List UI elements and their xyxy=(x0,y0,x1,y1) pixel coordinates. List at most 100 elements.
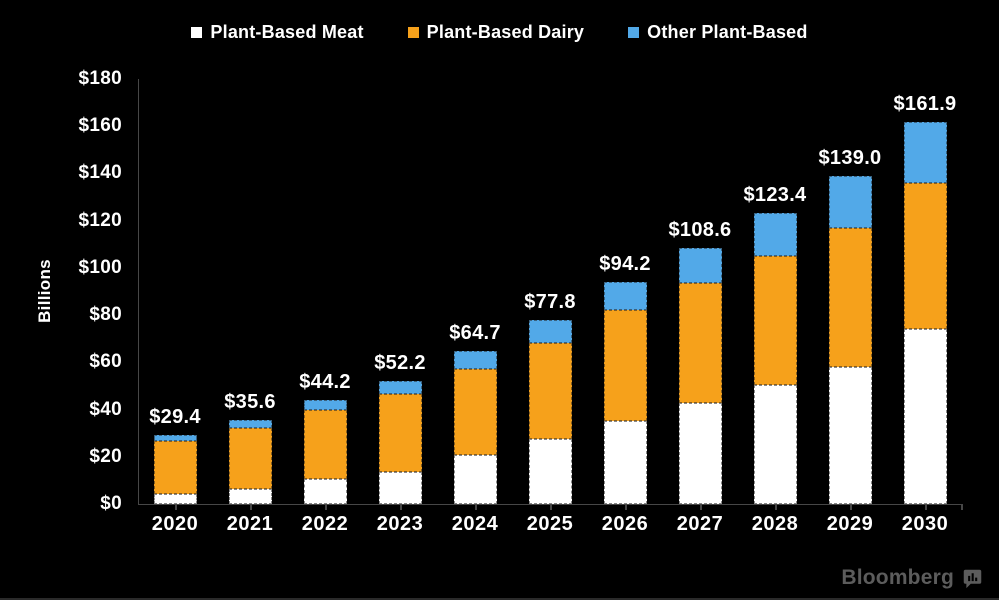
legend-label: Plant-Based Dairy xyxy=(426,22,585,42)
bar-segment-2026-plant-based-meat xyxy=(603,421,647,504)
bar-2022 xyxy=(303,399,347,504)
bar-segment-2029-plant-based-dairy xyxy=(828,228,872,367)
bar-total-label: $77.8 xyxy=(524,291,576,314)
x-axis-tick xyxy=(400,505,402,510)
x-axis-label-2022: 2022 xyxy=(301,513,349,535)
y-axis-line xyxy=(138,79,139,504)
bar-total-label: $44.2 xyxy=(299,370,351,393)
bar-segment-2021-other-plant-based xyxy=(228,419,272,429)
legend-swatch-meat-icon xyxy=(191,27,203,38)
bar-segment-2024-other-plant-based xyxy=(453,351,497,369)
bar-segment-2028-plant-based-dairy xyxy=(753,255,797,385)
x-axis-label-2021: 2021 xyxy=(226,513,274,535)
y-tick-label: $100 xyxy=(78,256,122,278)
bar-2021 xyxy=(228,419,272,504)
y-tick-label: $140 xyxy=(78,162,122,184)
bar-segment-2027-plant-based-meat xyxy=(678,403,722,504)
bar-segment-2023-other-plant-based xyxy=(378,380,422,394)
bar-2028 xyxy=(753,212,797,504)
x-axis-line xyxy=(138,504,963,505)
legend-label: Other Plant-Based xyxy=(647,22,808,42)
y-tick-label: $120 xyxy=(78,209,122,231)
bar-2027 xyxy=(678,247,722,504)
bloomberg-branding: Bloomberg xyxy=(841,566,983,590)
bar-segment-2023-plant-based-dairy xyxy=(378,393,422,473)
bar-segment-2028-other-plant-based xyxy=(753,212,797,256)
bar-total-label: $161.9 xyxy=(893,92,957,115)
x-axis-label-2024: 2024 xyxy=(451,513,499,535)
legend-swatch-dairy-icon xyxy=(407,27,419,38)
bloomberg-bug-icon xyxy=(963,569,982,588)
x-axis-tick xyxy=(475,505,477,510)
bar-segment-2024-plant-based-meat xyxy=(453,455,497,504)
bar-segment-2026-plant-based-dairy xyxy=(603,310,647,422)
bar-segment-2030-other-plant-based xyxy=(903,121,947,184)
bar-2023 xyxy=(378,380,422,504)
bar-2024 xyxy=(453,351,497,504)
y-tick-label: $20 xyxy=(89,445,122,467)
bar-segment-2027-other-plant-based xyxy=(678,247,722,284)
bar-2030 xyxy=(903,121,947,504)
bar-segment-2030-plant-based-meat xyxy=(903,329,947,504)
x-axis-label-2020: 2020 xyxy=(151,513,199,535)
y-tick-label: $80 xyxy=(89,304,122,326)
bar-segment-2021-plant-based-dairy xyxy=(228,428,272,490)
x-axis-label-2028: 2028 xyxy=(751,513,799,535)
bar-total-label: $108.6 xyxy=(668,218,732,241)
legend-swatch-other-icon xyxy=(628,27,640,38)
legend-item-plant-based-dairy: Plant-Based Dairy xyxy=(407,22,585,43)
bar-segment-2025-plant-based-meat xyxy=(528,438,572,504)
x-axis-tick xyxy=(925,505,927,510)
bar-2026 xyxy=(603,281,647,504)
legend-item-other-plant-based: Other Plant-Based xyxy=(628,22,807,43)
bar-total-label: $139.0 xyxy=(818,146,882,169)
legend-label: Plant-Based Meat xyxy=(210,22,364,42)
bar-total-label: $94.2 xyxy=(599,252,651,275)
bar-segment-2022-other-plant-based xyxy=(303,399,347,410)
bar-segment-2028-plant-based-meat xyxy=(753,384,797,504)
legend-item-plant-based-meat: Plant-Based Meat xyxy=(191,22,363,43)
bar-segment-2020-plant-based-meat xyxy=(153,494,197,504)
x-axis-tick xyxy=(850,505,852,510)
y-tick-label: $60 xyxy=(89,351,122,373)
bar-2020 xyxy=(153,434,197,504)
bar-segment-2020-plant-based-dairy xyxy=(153,440,197,495)
bar-total-label: $29.4 xyxy=(149,405,201,428)
x-axis-label-2025: 2025 xyxy=(526,513,574,535)
bar-segment-2030-plant-based-dairy xyxy=(903,183,947,330)
x-axis-tick xyxy=(250,505,252,510)
y-tick-label: $0 xyxy=(100,493,122,514)
y-tick-label: $160 xyxy=(78,115,122,137)
bar-segment-2026-other-plant-based xyxy=(603,281,647,311)
bar-total-label: $52.2 xyxy=(374,351,426,374)
bar-segment-2024-plant-based-dairy xyxy=(453,368,497,456)
x-axis-tick xyxy=(175,505,177,510)
bloomberg-logo-text: Bloomberg xyxy=(841,566,954,589)
x-axis-tick xyxy=(550,505,552,510)
x-axis-label-2026: 2026 xyxy=(601,513,649,535)
bar-segment-2029-plant-based-meat xyxy=(828,366,872,504)
bar-total-label: $35.6 xyxy=(224,390,276,413)
bar-total-label: $123.4 xyxy=(743,183,807,206)
bar-segment-2022-plant-based-meat xyxy=(303,478,347,504)
bar-segment-2021-plant-based-meat xyxy=(228,489,272,504)
y-tick-label: $40 xyxy=(89,398,122,420)
bar-segment-2022-plant-based-dairy xyxy=(303,409,347,479)
x-axis-label-2029: 2029 xyxy=(826,513,874,535)
bottom-divider xyxy=(0,598,999,600)
bar-segment-2020-other-plant-based xyxy=(153,434,197,441)
bar-segment-2023-plant-based-meat xyxy=(378,472,422,504)
x-axis-label-2030: 2030 xyxy=(901,513,949,535)
x-axis-end-tick xyxy=(961,505,963,510)
x-axis-tick xyxy=(325,505,327,510)
x-axis-tick xyxy=(700,505,702,510)
bar-2029 xyxy=(828,175,872,504)
bar-segment-2027-plant-based-dairy xyxy=(678,283,722,404)
y-tick-label: $180 xyxy=(78,68,122,89)
x-axis-label-2027: 2027 xyxy=(676,513,724,535)
bar-segment-2025-other-plant-based xyxy=(528,320,572,343)
chart-legend: Plant-Based Meat Plant-Based Dairy Other… xyxy=(0,22,999,43)
x-axis-tick xyxy=(775,505,777,510)
x-axis-tick xyxy=(625,505,627,510)
